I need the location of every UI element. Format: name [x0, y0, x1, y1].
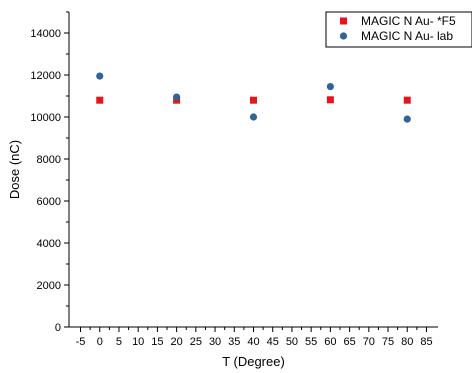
x-tick-label: 85 — [420, 336, 432, 348]
x-axis-title: T (Degree) — [222, 354, 285, 369]
y-tick-label: 10000 — [30, 112, 61, 124]
x-tick-label: 55 — [305, 336, 317, 348]
series-1-point — [96, 72, 104, 80]
x-tick-label: 30 — [209, 336, 221, 348]
legend-label: MAGIC N Au- lab — [361, 29, 453, 43]
y-tick-label: 4000 — [37, 238, 61, 250]
x-tick-label: 5 — [116, 336, 122, 348]
legend-label: MAGIC N Au- *F5 — [361, 14, 456, 28]
series-0-point — [96, 96, 104, 104]
x-tick-label: 35 — [228, 336, 240, 348]
x-tick-label: 80 — [401, 336, 413, 348]
series-0-point — [326, 96, 334, 104]
series-0-point — [250, 96, 257, 104]
y-tick-label: 6000 — [37, 196, 61, 208]
x-tick-label: 65 — [343, 336, 355, 348]
series-1-point — [173, 93, 181, 101]
series-1-point — [249, 113, 258, 121]
legend-marker — [340, 17, 347, 25]
data-marks — [96, 72, 411, 123]
x-tick-label: 70 — [363, 336, 375, 348]
x-tick-label: 10 — [132, 336, 144, 348]
legend-box — [325, 11, 472, 48]
x-tick-label: 45 — [267, 336, 279, 348]
x-tick-label: 50 — [286, 336, 298, 348]
x-tick-label: -5 — [76, 336, 86, 348]
y-axis-title: Dose (nC) — [7, 140, 22, 199]
x-tick-label: 15 — [151, 336, 163, 348]
legend-marker — [339, 32, 348, 40]
y-tick-label: 2000 — [37, 280, 61, 292]
series-0-point — [403, 96, 411, 104]
y-tick-label: 0 — [55, 322, 61, 334]
axes: -5 0 5 10 15 20 25 30 35 40 45 50 55 60 65 70 75 80 85 0 200… — [30, 11, 438, 348]
x-tick-label: 20 — [171, 336, 183, 348]
y-tick-label: 12000 — [30, 70, 61, 82]
x-tick-label: 75 — [382, 336, 394, 348]
x-tick-label: 60 — [324, 336, 336, 348]
series-1-point — [326, 82, 334, 91]
y-tick-label: 14000 — [30, 28, 61, 40]
x-tick-label: 0 — [97, 336, 103, 348]
x-tick-label: 25 — [190, 336, 202, 348]
y-tick-label: 8000 — [37, 154, 61, 166]
x-tick-label: 40 — [247, 336, 259, 348]
series-1-point — [403, 115, 411, 123]
